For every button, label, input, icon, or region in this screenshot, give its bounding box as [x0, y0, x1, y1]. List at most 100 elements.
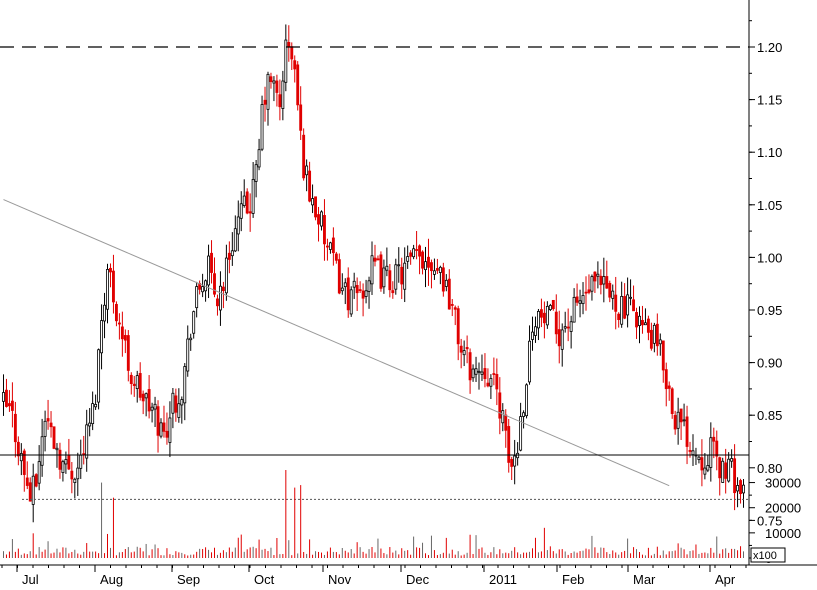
candle-body [453, 307, 457, 310]
candle [159, 418, 163, 439]
candle-body [364, 290, 368, 297]
candle-body [489, 378, 493, 387]
candle-body [623, 296, 627, 319]
candle [421, 250, 424, 275]
candle-body [221, 286, 225, 292]
candle-body [189, 337, 193, 341]
candle [320, 210, 323, 231]
candle [465, 335, 469, 364]
candle-body [385, 265, 389, 271]
candle-body [323, 215, 326, 245]
candle-body [617, 313, 621, 320]
frame [0, 0, 817, 566]
candle-body [444, 279, 448, 287]
candle [435, 258, 439, 275]
candle [736, 477, 740, 508]
candle-body [260, 104, 264, 150]
candle [248, 193, 252, 232]
candle-body [545, 305, 549, 326]
candle [358, 281, 362, 294]
candle [742, 479, 745, 508]
candle-body [629, 296, 633, 299]
candle-body [718, 457, 722, 479]
candle [112, 254, 115, 314]
candle [557, 310, 561, 364]
candle-body [349, 289, 353, 315]
candle [88, 408, 92, 437]
candle [590, 274, 594, 301]
candle-body [465, 347, 469, 350]
candle [278, 79, 282, 121]
candle-body [712, 436, 716, 442]
candle-body [85, 424, 89, 459]
candle [385, 247, 389, 277]
candle-body [269, 76, 273, 82]
candle-body [587, 289, 591, 293]
candle-body [676, 411, 680, 429]
candle [340, 273, 344, 295]
candle [227, 241, 231, 274]
candle-body [165, 430, 169, 438]
candle [424, 246, 427, 288]
price-tick-label: 1.05 [757, 198, 782, 213]
candle [415, 231, 419, 260]
candle-body [697, 456, 701, 460]
candle [314, 196, 317, 221]
candle [141, 390, 145, 415]
candle-body [79, 454, 83, 469]
candle-body [58, 449, 62, 470]
candle-body [67, 455, 71, 470]
candle [620, 281, 624, 328]
candle-body [272, 80, 276, 84]
candle [513, 439, 517, 485]
candle [489, 374, 493, 400]
candle [296, 61, 300, 111]
candle [643, 308, 647, 326]
candle [150, 402, 154, 423]
candle-body [343, 282, 347, 288]
candle [581, 282, 585, 315]
candle [525, 383, 528, 419]
candle-body [456, 308, 460, 345]
candle [254, 159, 258, 198]
candle [486, 368, 490, 388]
candle-body [721, 460, 725, 483]
candle [646, 315, 650, 341]
candle [61, 459, 65, 482]
candle-body [302, 134, 306, 179]
candle-body [581, 295, 585, 305]
volume-unit-label: x100 [753, 550, 777, 562]
month-label: Aug [100, 572, 123, 587]
candle-body [55, 447, 59, 451]
candle-body [114, 303, 118, 322]
candle [554, 294, 558, 344]
candle-body [254, 164, 258, 182]
candle [468, 348, 472, 394]
candle-body [643, 322, 647, 326]
candle-body [373, 257, 377, 262]
candle [343, 278, 347, 305]
price-tick-label: 1.15 [757, 93, 782, 108]
candle-body [382, 267, 386, 288]
candle-body [569, 321, 573, 332]
candle [221, 281, 225, 309]
candle [563, 311, 567, 333]
candle-body [331, 237, 335, 254]
candle [418, 244, 422, 275]
candle [183, 363, 187, 421]
candle-body [566, 326, 570, 329]
candle-body [334, 253, 338, 261]
volume-tick-label: 30000 [765, 476, 801, 491]
candle [251, 162, 255, 218]
candle-body [340, 287, 344, 292]
candle [632, 285, 635, 312]
candle [456, 305, 460, 361]
candle [602, 257, 606, 303]
candle [37, 445, 41, 491]
price-axis: 0.75 0.80 0.85 0.90 0.95 1.00 1.05 1.10 1.15 1.20 [749, 20, 782, 528]
candle [412, 244, 416, 260]
candle-body [614, 294, 618, 312]
candle [328, 241, 332, 254]
